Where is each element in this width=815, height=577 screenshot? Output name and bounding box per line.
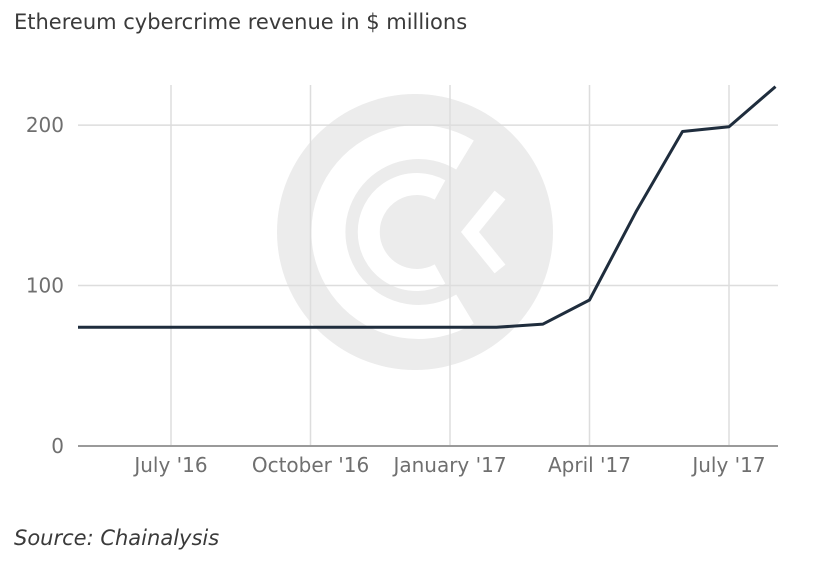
- data-point: [588, 298, 592, 302]
- data-point: [169, 325, 173, 329]
- data-point: [448, 325, 452, 329]
- data-point: [123, 325, 127, 329]
- chainalysis-logo-watermark: [277, 94, 553, 370]
- x-axis-ticks: July '16 October '16 January '17 April '17 J…: [132, 453, 765, 477]
- data-point: [681, 130, 685, 134]
- data-point: [309, 325, 313, 329]
- chart-title: Ethereum cybercrime revenue in $ million…: [14, 10, 468, 34]
- x-tick-label: October '16: [252, 453, 369, 477]
- y-axis-ticks: 0 100 200: [26, 113, 64, 458]
- data-point: [402, 325, 406, 329]
- data-point: [216, 325, 220, 329]
- x-tick-label: January '17: [391, 453, 506, 477]
- data-point: [541, 322, 545, 326]
- data-point: [774, 85, 778, 89]
- series-line: [78, 85, 777, 329]
- y-tick-label: 0: [51, 434, 64, 458]
- data-point: [355, 325, 359, 329]
- data-point: [727, 125, 731, 129]
- data-point: [76, 325, 80, 329]
- y-tick-label: 100: [26, 274, 64, 298]
- x-tick-label: July '16: [132, 453, 207, 477]
- data-point: [495, 325, 499, 329]
- y-tick-label: 200: [26, 113, 64, 137]
- data-point: [262, 325, 266, 329]
- grid-lines: [78, 85, 778, 446]
- source-note: Source: Chainalysis: [14, 526, 220, 550]
- x-tick-label: July '17: [690, 453, 765, 477]
- data-point: [634, 210, 638, 214]
- x-tick-label: April '17: [548, 453, 631, 477]
